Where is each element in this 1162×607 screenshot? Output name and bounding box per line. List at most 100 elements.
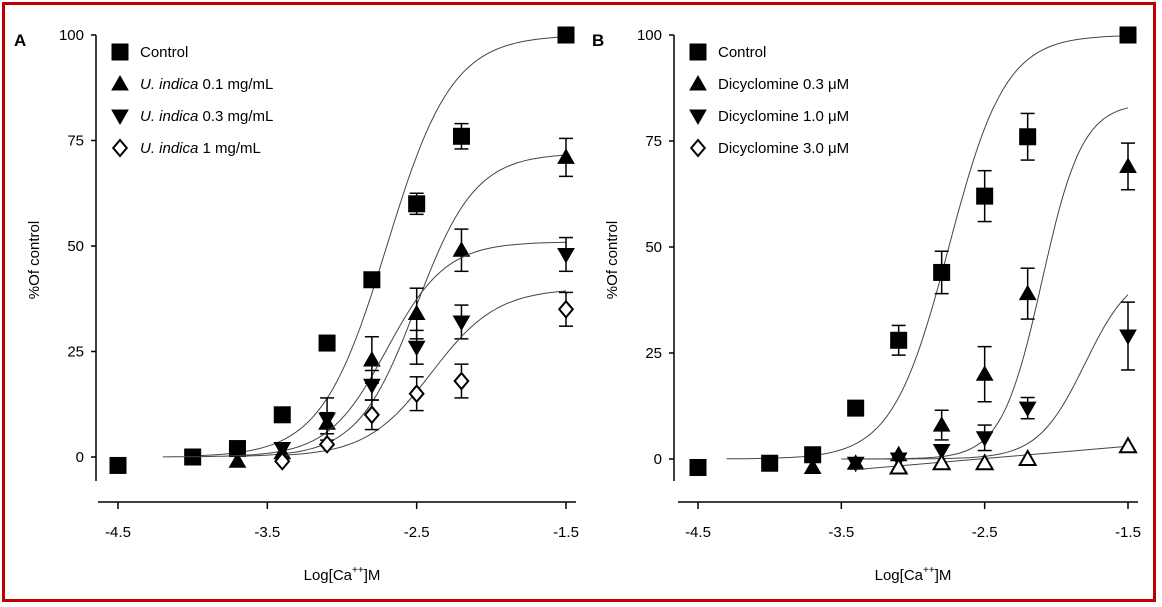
legend-label: Dicyclomine 1.0 μM (718, 108, 849, 125)
legend-label-dose: Dicyclomine 0.3 μM (718, 76, 849, 93)
panel-a: A 0 25 50 75 100 -4.5 -3.5 -2.5 -1.5 %Of control Lo… (14, 26, 579, 584)
x-axis-title: Log[Ca++]M (304, 565, 381, 584)
y-axis-title: %Of control (604, 221, 621, 299)
y-axis-title: %Of control (26, 221, 43, 299)
series-2 (803, 107, 1137, 474)
y-tick-label: 100 (59, 27, 84, 44)
fit-curve (841, 107, 1129, 460)
data-point (1018, 284, 1037, 301)
x-axis-title-tail: ]M (364, 567, 381, 584)
y-tick-label: 25 (645, 345, 662, 362)
legend-marker (111, 138, 129, 158)
x-axis-title-sup: ++ (352, 565, 364, 576)
fit-curve (282, 290, 567, 456)
data-point (888, 457, 909, 475)
data-point (318, 334, 336, 352)
data-point (452, 241, 471, 257)
data-point (453, 371, 470, 391)
series-1 (109, 26, 575, 474)
data-point (363, 271, 381, 289)
data-point (408, 195, 426, 213)
series-3 (846, 294, 1137, 473)
fit-curve (192, 36, 567, 457)
legend-label-dose: 1 mg/mL (198, 140, 261, 157)
series-3 (162, 236, 575, 458)
x-tick-label: -1.5 (553, 524, 579, 541)
legend-label-name: Control (718, 44, 766, 61)
data-point (318, 412, 336, 429)
x-tick-label: -4.5 (105, 524, 131, 541)
data-point (273, 406, 291, 424)
data-point (557, 247, 575, 264)
x-tick-label: -3.5 (828, 524, 854, 541)
legend-label: Control (140, 44, 188, 61)
legend-marker (689, 74, 707, 91)
legend-marker (689, 109, 707, 126)
y-tick-label: 75 (67, 133, 84, 150)
data-point (363, 350, 381, 367)
data-point (1118, 436, 1138, 454)
legend-label: Dicyclomine 3.0 μM (718, 140, 849, 157)
legend-label-species: U. indica (140, 140, 198, 157)
legend-marker (111, 109, 129, 126)
fit-curve (726, 35, 1129, 460)
data-point (408, 384, 425, 404)
x-axis-title: Log[Ca++]M (875, 565, 952, 584)
panel-letter: B (592, 31, 604, 50)
data-point (557, 299, 575, 319)
legend-marker (689, 138, 707, 158)
data-point (1017, 448, 1038, 466)
data-point (689, 458, 707, 476)
x-tick-label: -2.5 (404, 524, 430, 541)
fit-curve (237, 154, 567, 457)
data-point (803, 458, 822, 474)
legend-label-dose: Dicyclomine 3.0 μM (718, 140, 849, 157)
series-1 (689, 26, 1137, 476)
data-point (273, 442, 292, 458)
series-4 (274, 290, 575, 471)
y-tick-label: 100 (637, 27, 662, 44)
legend-marker (689, 43, 707, 61)
data-point (318, 434, 336, 454)
y-tick-label: 25 (67, 344, 84, 361)
legend-label-name: Control (140, 44, 188, 61)
data-point (974, 453, 995, 471)
data-point (932, 416, 951, 432)
data-point (1119, 26, 1137, 44)
data-point (1018, 401, 1037, 418)
data-point (109, 456, 127, 474)
y-tick-label: 0 (76, 449, 84, 466)
legend-label-dose: 0.3 mg/mL (198, 108, 273, 125)
data-point (846, 456, 865, 473)
data-point (557, 26, 575, 44)
fit-curve (855, 294, 1129, 460)
legend-label: U. indica 0.1 mg/mL (140, 76, 273, 93)
legend-marker (111, 43, 129, 61)
data-point (557, 148, 575, 164)
y-tick-label: 75 (645, 133, 662, 150)
data-point (1019, 128, 1037, 146)
data-point (761, 454, 779, 472)
legend-label-species: U. indica (140, 76, 198, 93)
x-axis-title-main: Log[Ca (875, 567, 924, 584)
legend-label: Control (718, 44, 766, 61)
legend-label-dose: 0.1 mg/mL (198, 76, 273, 93)
data-point (274, 451, 291, 471)
data-point (847, 399, 865, 417)
x-tick-label: -4.5 (685, 524, 711, 541)
data-point (407, 304, 426, 321)
data-point (933, 263, 951, 281)
data-point (976, 187, 994, 205)
data-point (228, 452, 247, 468)
x-tick-label: -2.5 (972, 524, 998, 541)
legend-label-species: U. indica (140, 108, 198, 125)
data-point (890, 331, 908, 349)
data-point (1119, 329, 1137, 346)
y-tick-label: 50 (645, 239, 662, 256)
data-point (975, 431, 994, 447)
x-tick-label: -3.5 (254, 524, 280, 541)
series-4 (855, 436, 1138, 475)
data-point (931, 453, 952, 471)
legend-marker (111, 74, 129, 91)
